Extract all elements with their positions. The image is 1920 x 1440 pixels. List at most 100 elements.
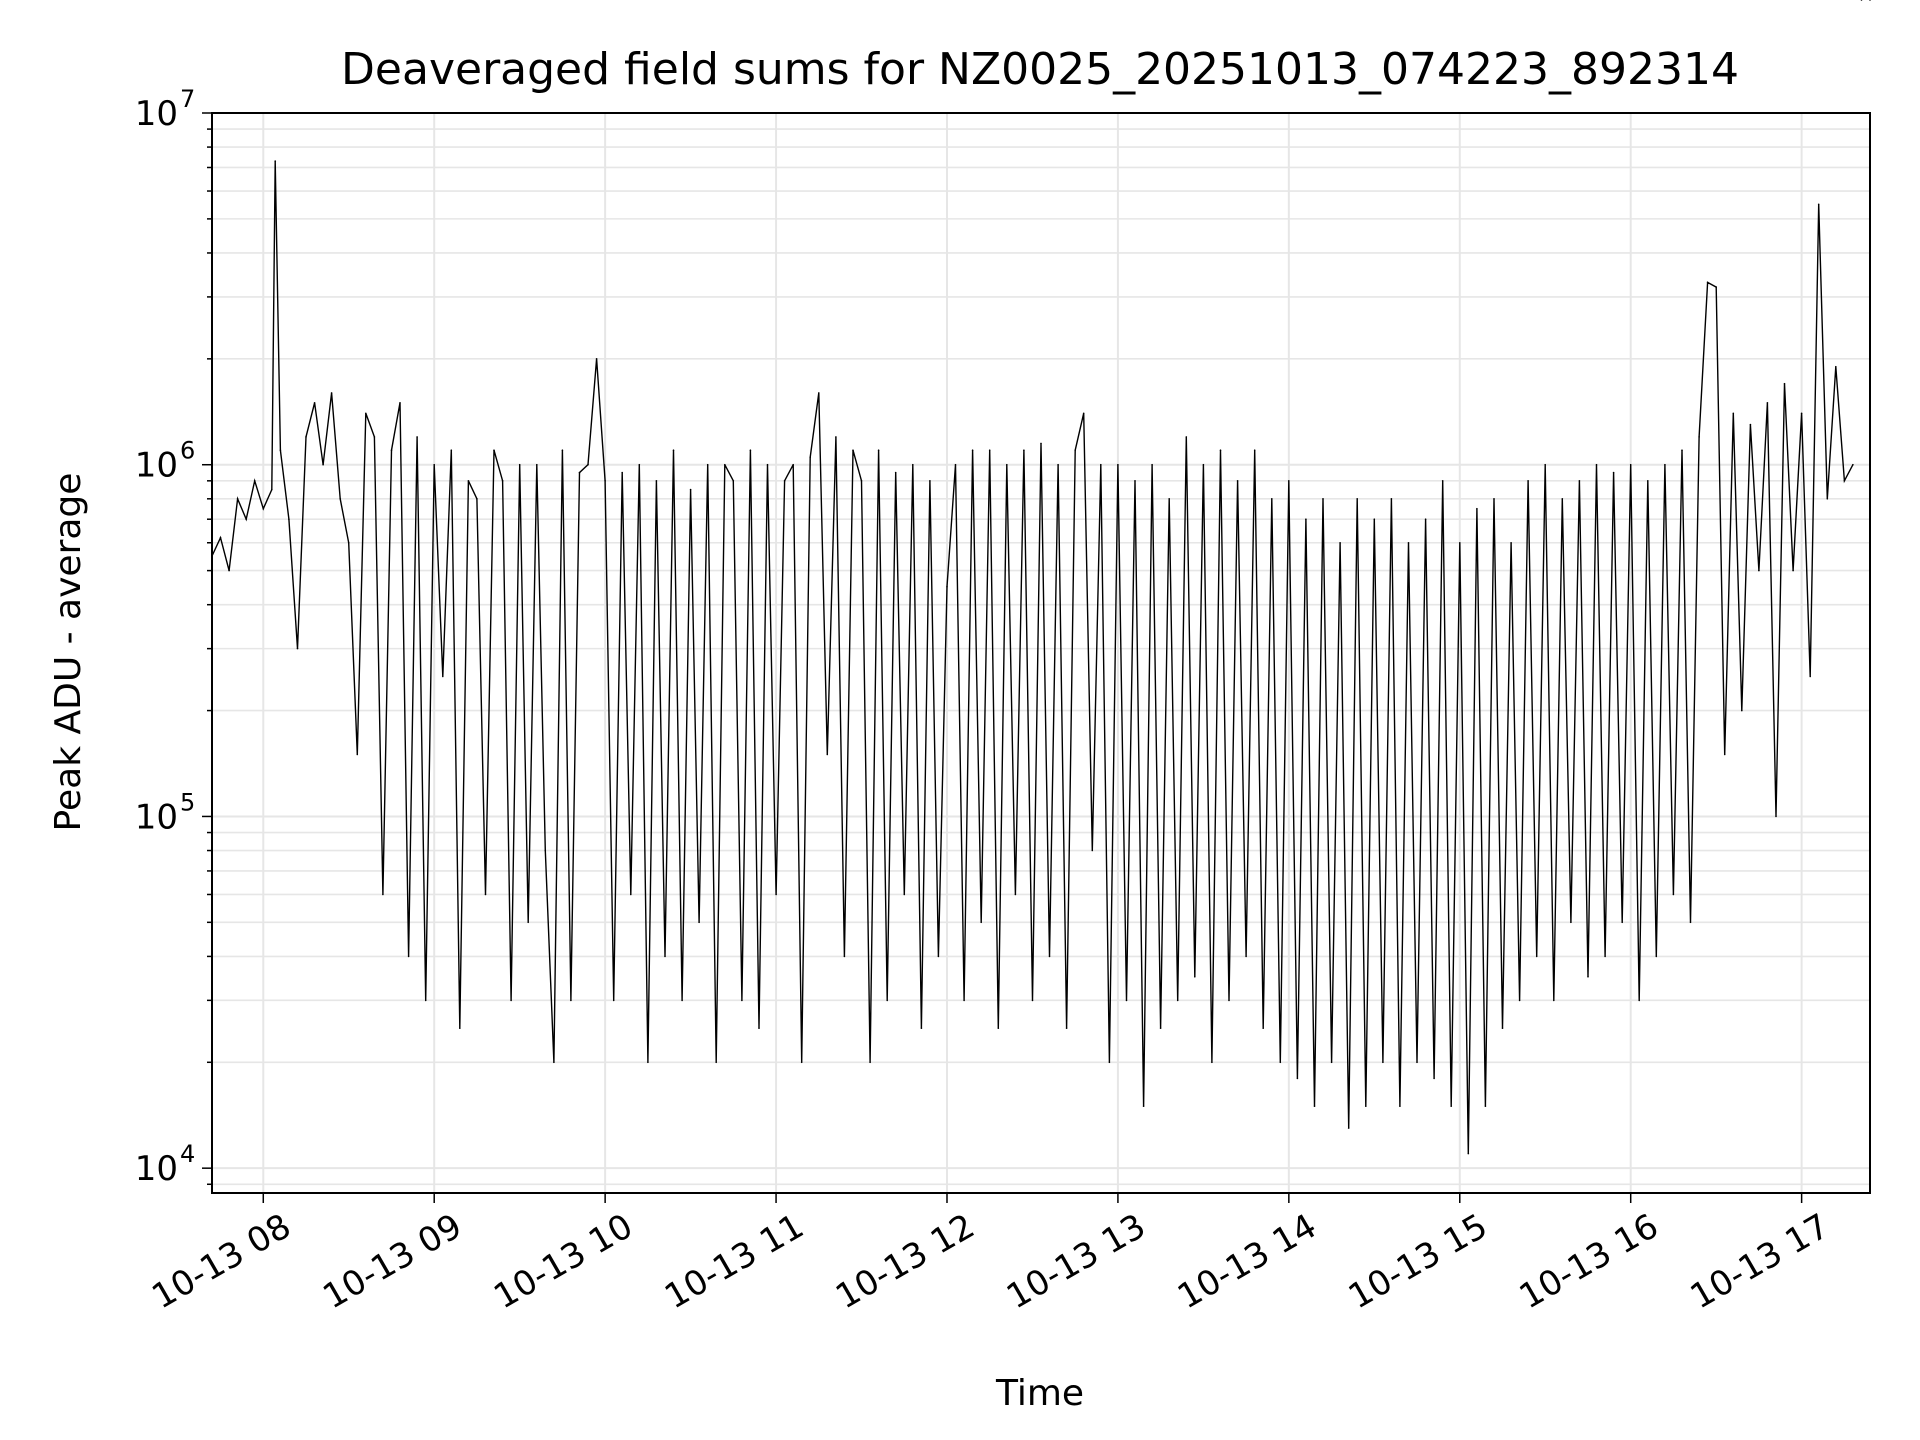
- data-point: [818, 392, 820, 394]
- data-point: [1373, 518, 1376, 520]
- data-point: [1860, 0, 1863, 1]
- data-point: [775, 893, 777, 896]
- data-point: [809, 456, 811, 459]
- data-point: [912, 463, 914, 466]
- data-point: [1424, 518, 1427, 520]
- data-point: [1219, 449, 1222, 452]
- data-point: [869, 1061, 871, 1064]
- data-point: [1732, 412, 1735, 415]
- data-point: [647, 1061, 649, 1064]
- data-point: [749, 449, 752, 452]
- data-point: [1365, 1105, 1367, 1107]
- y-tick-label: 10: [135, 1149, 178, 1189]
- data-point: [681, 999, 683, 1002]
- data-point: [476, 498, 478, 500]
- data-point: [1194, 976, 1196, 978]
- data-point: [510, 999, 512, 1002]
- data-point: [1800, 412, 1803, 415]
- data-point: [1031, 999, 1034, 1002]
- data-point: [1638, 999, 1640, 1002]
- data-point: [493, 449, 495, 452]
- data-point: [459, 1027, 461, 1029]
- data-point: [356, 753, 359, 756]
- data-point: [1433, 1077, 1435, 1080]
- data-point: [424, 999, 427, 1002]
- data-point: [1698, 436, 1700, 438]
- data-point: [835, 436, 837, 438]
- data-point: [1305, 518, 1307, 520]
- data-point: [553, 1061, 555, 1064]
- y-tick-exponent: 6: [180, 437, 195, 465]
- data-point: [1758, 569, 1760, 572]
- data-point: [518, 463, 521, 466]
- data-point: [1057, 463, 1059, 466]
- data-point: [1629, 463, 1632, 466]
- data-point: [1006, 463, 1008, 466]
- data-point: [758, 1027, 760, 1029]
- data-point: [399, 402, 401, 404]
- data-point: [1766, 402, 1769, 404]
- data-point: [1288, 480, 1290, 482]
- data-point: [296, 647, 299, 650]
- data-point: [1296, 1077, 1299, 1080]
- data-point: [416, 436, 418, 438]
- data-point: [1604, 955, 1606, 958]
- y-tick-exponent: 5: [180, 788, 195, 816]
- data-point: [612, 999, 615, 1002]
- data-point: [1681, 449, 1683, 452]
- y-tick-exponent: 7: [180, 85, 195, 113]
- data-point: [1322, 498, 1324, 500]
- data-point: [1262, 1027, 1264, 1029]
- data-point: [501, 480, 504, 482]
- data-point: [860, 480, 863, 482]
- data-point: [1074, 449, 1076, 452]
- data-point: [245, 518, 247, 520]
- data-point: [536, 463, 538, 466]
- data-point: [1612, 471, 1615, 474]
- data-point: [689, 488, 692, 491]
- data-point: [407, 955, 410, 958]
- data-point: [1647, 480, 1649, 482]
- data-point: [228, 569, 230, 572]
- data-point: [1399, 1105, 1401, 1107]
- data-point: [433, 463, 436, 466]
- data-point: [236, 498, 239, 500]
- data-point: [1484, 1105, 1487, 1107]
- data-point: [1775, 815, 1777, 818]
- data-point: [1330, 1061, 1333, 1064]
- data-point: [1553, 999, 1555, 1002]
- data-point: [1578, 480, 1581, 482]
- data-point: [1356, 498, 1358, 500]
- data-point: [1390, 498, 1393, 500]
- data-point: [1040, 442, 1042, 445]
- data-point: [621, 471, 623, 474]
- data-point: [1159, 1027, 1162, 1029]
- data-point: [1501, 1027, 1504, 1029]
- data-point: [852, 449, 854, 452]
- y-tick-label: 10: [135, 94, 178, 134]
- data-point: [274, 160, 277, 162]
- data-point: [1441, 480, 1444, 482]
- data-point: [262, 507, 265, 510]
- data-point: [1655, 955, 1658, 958]
- data-point: [1211, 1061, 1213, 1064]
- data-point: [946, 585, 948, 588]
- data-point: [1570, 921, 1572, 924]
- data-point: [544, 849, 547, 852]
- data-point: [1835, 365, 1837, 368]
- y-tick-label: 10: [135, 797, 178, 837]
- data-point: [382, 893, 384, 896]
- data-point: [365, 412, 367, 415]
- data-point: [442, 675, 444, 678]
- data-point: [1587, 976, 1589, 978]
- data-point: [1125, 999, 1128, 1002]
- data-point: [929, 480, 931, 482]
- data-point: [467, 480, 470, 482]
- data-point: [1817, 203, 1820, 206]
- data-point: [1117, 463, 1119, 466]
- data-point: [1493, 498, 1495, 500]
- data-point: [1339, 542, 1341, 544]
- data-point: [997, 1027, 1000, 1029]
